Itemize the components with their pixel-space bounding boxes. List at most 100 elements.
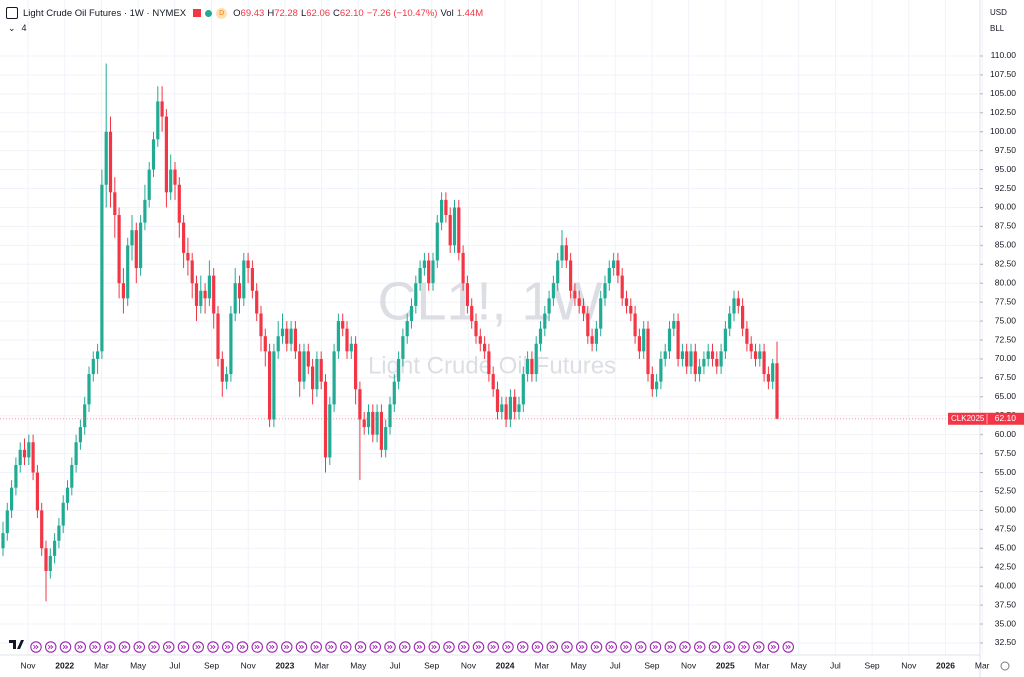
event-icon[interactable] xyxy=(782,641,794,653)
candle-body xyxy=(517,404,521,412)
candle-body xyxy=(341,321,345,329)
candle-body xyxy=(487,351,491,375)
event-icon[interactable] xyxy=(708,641,721,653)
event-icon[interactable] xyxy=(222,641,234,653)
event-icon[interactable] xyxy=(634,641,647,653)
candle-body xyxy=(758,351,762,359)
candle-body xyxy=(530,358,534,375)
candle-body xyxy=(569,260,573,291)
event-icon[interactable] xyxy=(354,641,367,653)
event-arrow xyxy=(741,644,747,650)
candle-body xyxy=(547,298,551,314)
event-icon[interactable] xyxy=(443,641,455,653)
y-tick-label: 85.00 xyxy=(995,240,1017,250)
currency[interactable]: USD xyxy=(990,8,1007,17)
event-icon[interactable] xyxy=(664,641,676,653)
event-icon[interactable] xyxy=(89,641,101,653)
y-tick-label: 110.00 xyxy=(991,50,1017,60)
event-icon[interactable] xyxy=(531,641,544,653)
event-arrow xyxy=(357,644,364,650)
event-icon[interactable] xyxy=(398,641,411,653)
candle-body xyxy=(177,184,181,223)
event-icon[interactable] xyxy=(207,641,219,653)
event-icon[interactable] xyxy=(148,641,160,653)
candle-body xyxy=(414,283,418,306)
event-icon[interactable] xyxy=(649,641,662,653)
candle-body xyxy=(543,313,547,329)
event-icon[interactable] xyxy=(30,641,42,653)
candle-body xyxy=(147,169,151,200)
x-tick-label: May xyxy=(350,660,367,670)
event-icon[interactable] xyxy=(104,641,116,653)
x-tick-label: 2024 xyxy=(496,660,515,670)
y-tick-label: 80.00 xyxy=(995,277,1017,287)
event-icon[interactable] xyxy=(679,641,691,653)
event-icon[interactable] xyxy=(295,641,308,653)
event-icon[interactable] xyxy=(133,641,146,653)
event-icon[interactable] xyxy=(74,641,87,653)
symbol-title[interactable]: Light Crude Oil Futures · 1W · NYMEX xyxy=(23,7,187,19)
event-arrow xyxy=(578,644,585,650)
event-icon[interactable] xyxy=(413,641,426,653)
event-icon[interactable] xyxy=(723,641,735,653)
event-icon[interactable] xyxy=(339,641,352,653)
event-icon[interactable] xyxy=(369,641,381,653)
flag-icon[interactable] xyxy=(193,9,202,17)
candle-body xyxy=(319,358,323,382)
candle-body xyxy=(405,321,409,337)
event-icon[interactable] xyxy=(310,641,322,653)
candle-body xyxy=(302,351,306,382)
event-icon[interactable] xyxy=(561,641,573,653)
event-icon[interactable] xyxy=(767,641,780,653)
symbol-icon[interactable] xyxy=(6,7,18,19)
event-arrow xyxy=(564,644,570,650)
candle-body xyxy=(10,487,14,511)
event-icon[interactable] xyxy=(384,641,396,653)
settings-icon[interactable] xyxy=(1000,661,1010,671)
event-icon[interactable] xyxy=(693,641,706,653)
event-icon[interactable] xyxy=(752,641,765,653)
event-arrow xyxy=(136,644,142,650)
event-icon[interactable] xyxy=(177,641,190,653)
volume-value: 1.44M xyxy=(456,7,484,19)
candle-body xyxy=(698,366,702,375)
event-icon[interactable] xyxy=(605,641,617,653)
event-icon[interactable] xyxy=(738,641,750,653)
delay-badge[interactable]: D xyxy=(216,7,228,19)
event-icon[interactable] xyxy=(546,641,558,653)
event-icon[interactable] xyxy=(266,641,278,653)
event-icon[interactable] xyxy=(590,641,603,653)
event-icon[interactable] xyxy=(457,641,470,653)
logo-shape xyxy=(9,640,24,649)
event-arrow xyxy=(239,644,246,650)
price-tag xyxy=(948,412,1024,425)
event-icon[interactable] xyxy=(487,641,499,653)
event-arrow xyxy=(549,644,555,650)
event-icon[interactable] xyxy=(44,641,57,653)
event-icon[interactable] xyxy=(325,641,337,653)
candle-body xyxy=(771,363,775,382)
low-label: L xyxy=(300,7,307,19)
event-icon[interactable] xyxy=(620,641,632,653)
event-icon[interactable] xyxy=(575,641,588,653)
tv-logo[interactable] xyxy=(9,640,24,649)
indicators-toggle[interactable]: ⌄ 4 xyxy=(8,23,27,34)
event-icon[interactable] xyxy=(251,641,264,653)
event-icon[interactable] xyxy=(280,641,293,653)
candle-body xyxy=(474,321,478,337)
event-icon[interactable] xyxy=(516,641,529,653)
unit[interactable]: BLL xyxy=(990,24,1005,33)
event-arrow xyxy=(401,644,408,650)
event-icon[interactable] xyxy=(163,641,175,653)
event-icon[interactable] xyxy=(236,641,249,653)
event-icon[interactable] xyxy=(428,641,440,653)
candle-body xyxy=(577,298,581,306)
event-icon[interactable] xyxy=(192,641,205,653)
candle-body xyxy=(659,358,663,382)
candle-body xyxy=(392,381,396,405)
candle-body xyxy=(693,351,697,375)
event-icon[interactable] xyxy=(59,641,72,653)
event-icon[interactable] xyxy=(502,641,514,653)
event-icon[interactable] xyxy=(472,641,485,653)
event-icon[interactable] xyxy=(118,641,131,653)
